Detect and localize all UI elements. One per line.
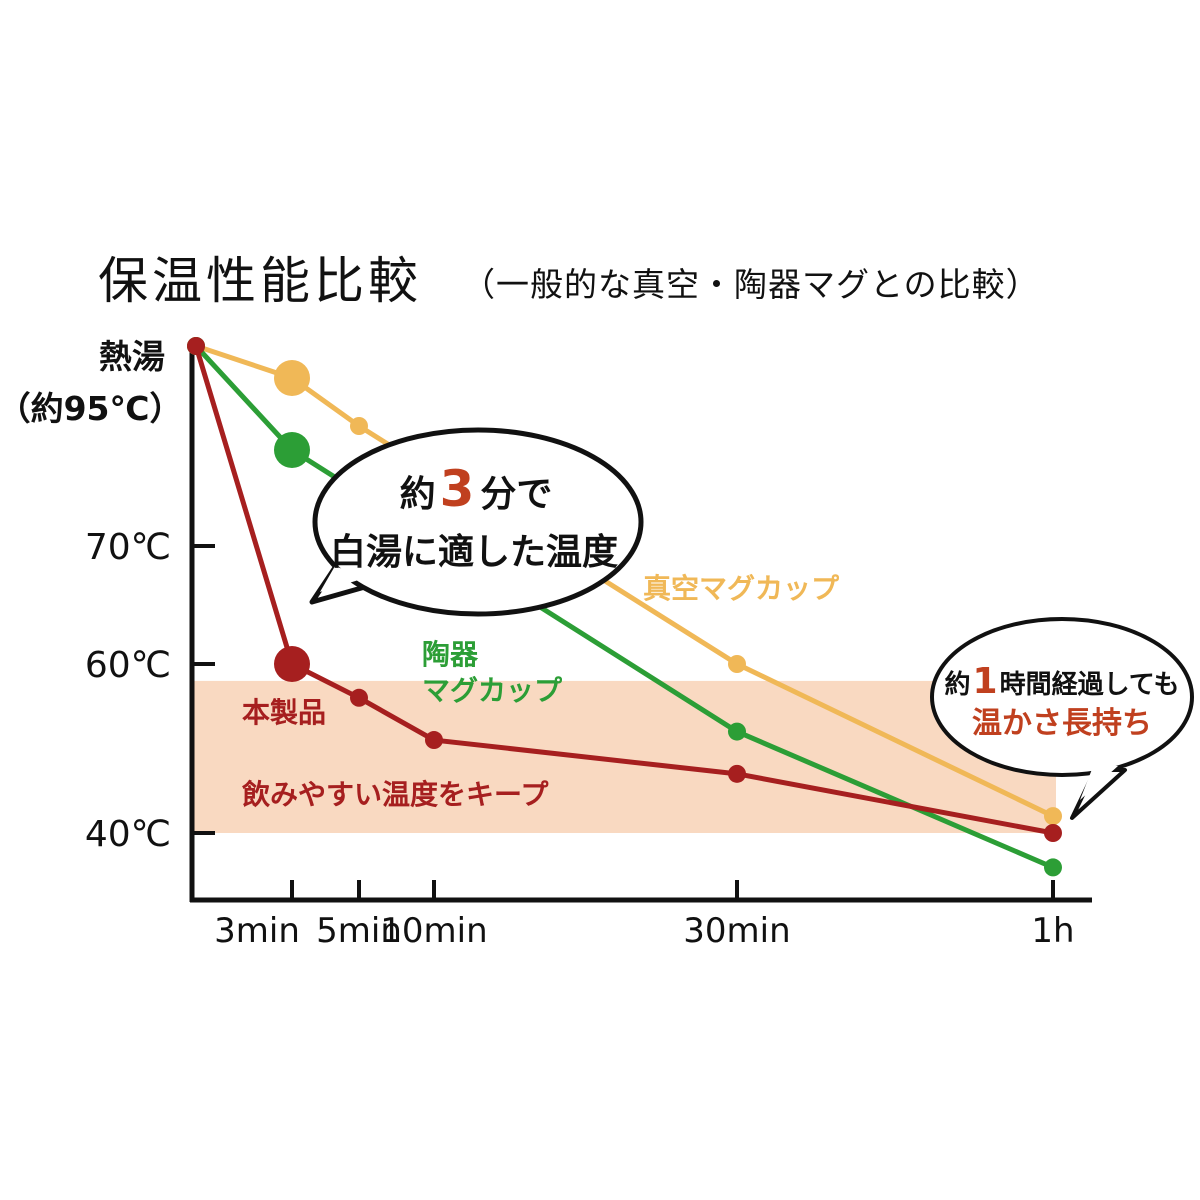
series-point (350, 417, 368, 435)
x-tick-label: 30min (683, 911, 790, 951)
bubble-small-line1: 約1時間経過しても (945, 661, 1180, 702)
series-point (728, 655, 746, 673)
series-point (1044, 824, 1062, 842)
series-point (274, 360, 310, 396)
band-label: 飲みやすい温度をキープ (242, 778, 549, 811)
chart-title: 保温性能比較 (98, 252, 422, 310)
y-top-label-line1: 熱湯 (99, 337, 165, 376)
series-point (274, 646, 310, 682)
series-label-product: 本製品 (242, 696, 326, 729)
series-label-ceramic-line2: マグカップ (422, 674, 563, 707)
y-ticks: 70℃ 60℃ 40℃ (85, 527, 215, 855)
x-tick-label: 10min (380, 911, 487, 951)
series-label-ceramic-line1: 陶器 (422, 638, 479, 671)
bubble-main-line2: 白湯に適した温度 (330, 532, 618, 573)
series-point (187, 337, 205, 355)
y-tick-label: 70℃ (85, 527, 171, 568)
x-tick-label: 5min (316, 911, 402, 951)
x-tick-label: 3min (214, 911, 300, 951)
chart-subtitle: （一般的な真空・陶器マグとの比較） (462, 265, 1040, 304)
speech-bubble-3min: 約3 分で 白湯に適した温度 (309, 427, 644, 617)
bubble-small-line2: 温かさ長持ち (972, 706, 1152, 741)
series-point (274, 432, 310, 468)
series-point (350, 688, 368, 707)
series-point (728, 764, 746, 783)
y-tick-label: 40℃ (85, 814, 171, 855)
y-top-label-line2: （約95℃） (0, 389, 182, 428)
bubble-main-line1: 約3 分で (400, 460, 553, 518)
series-point (1044, 807, 1062, 826)
series-point (425, 731, 443, 750)
series-point (1044, 858, 1062, 877)
y-tick-label: 60℃ (85, 645, 171, 686)
series-line (193, 345, 1054, 836)
x-tick-label: 1h (1031, 911, 1074, 951)
series-point (728, 722, 746, 741)
series-label-vacuum: 真空マグカップ (643, 572, 840, 605)
speech-bubble-1h: 約1時間経過しても 温かさ長持ち (930, 617, 1194, 820)
